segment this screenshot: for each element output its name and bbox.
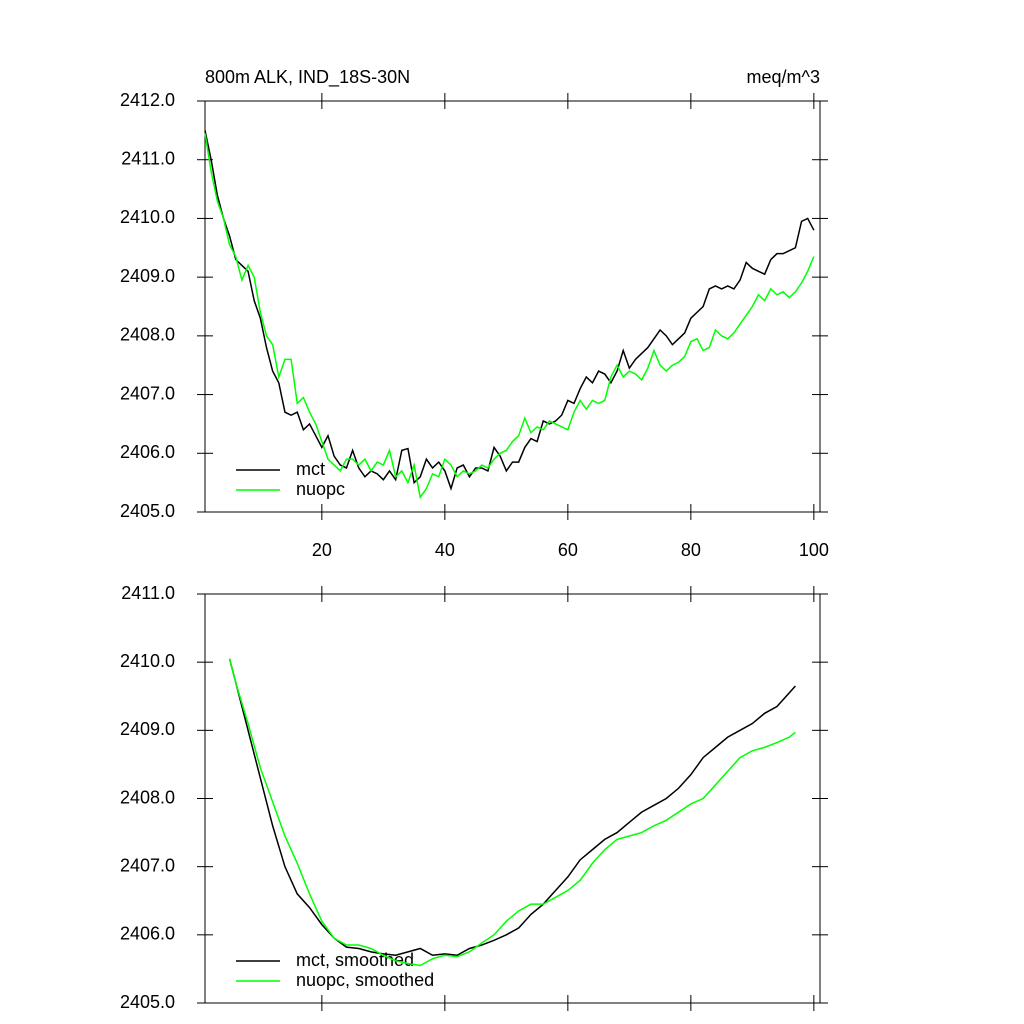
legend-label: mct xyxy=(296,459,325,479)
x-tick-label: 80 xyxy=(681,540,701,560)
y-tick-label: 2411.0 xyxy=(121,148,175,168)
plot-frame xyxy=(204,593,821,1004)
y-tick-label: 2405.0 xyxy=(120,501,175,521)
legend-label: nuopc xyxy=(296,479,345,499)
series-line xyxy=(228,658,796,967)
units-label: meq/m^3 xyxy=(747,67,820,87)
legend-label: mct, smoothed xyxy=(296,950,414,970)
chart-title: 800m ALK, IND_18S-30N xyxy=(205,67,410,88)
y-tick-label: 2410.0 xyxy=(120,651,175,671)
y-tick-label: 2412.0 xyxy=(120,90,175,110)
y-tick-label: 2405.0 xyxy=(120,992,175,1012)
x-tick-label: 100 xyxy=(799,540,829,560)
series-line xyxy=(228,658,796,957)
plot-frame xyxy=(204,100,821,513)
y-tick-label: 2409.0 xyxy=(120,266,175,286)
series-line xyxy=(204,133,815,500)
legend-label: nuopc, smoothed xyxy=(296,970,434,990)
y-tick-label: 2406.0 xyxy=(120,924,175,944)
x-tick-label: 60 xyxy=(558,540,578,560)
series-line xyxy=(204,130,815,491)
x-tick-label: 20 xyxy=(312,540,332,560)
y-tick-label: 2410.0 xyxy=(120,207,175,227)
y-tick-label: 2408.0 xyxy=(120,787,175,807)
y-tick-label: 2409.0 xyxy=(120,719,175,739)
y-tick-label: 2407.0 xyxy=(120,855,175,875)
y-tick-label: 2407.0 xyxy=(120,383,175,403)
y-tick-label: 2411.0 xyxy=(121,583,175,603)
y-tick-label: 2406.0 xyxy=(120,442,175,462)
x-tick-label: 40 xyxy=(435,540,455,560)
y-tick-label: 2408.0 xyxy=(120,325,175,345)
